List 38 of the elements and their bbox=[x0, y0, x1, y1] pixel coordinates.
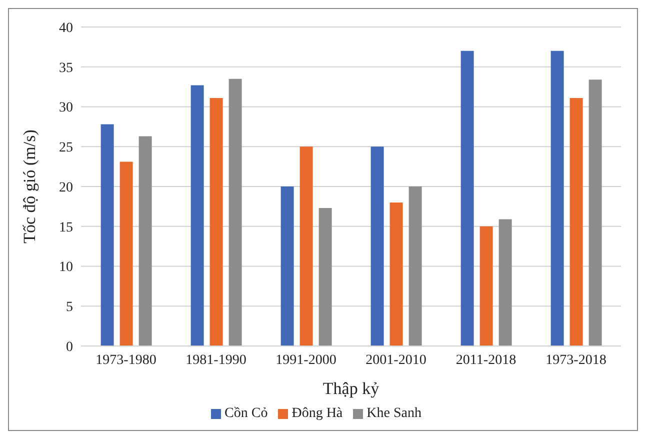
bar bbox=[280, 186, 294, 346]
bar bbox=[120, 162, 133, 346]
y-tick-label: 25 bbox=[59, 140, 73, 156]
x-tick-label: 2011-2018 bbox=[456, 352, 516, 368]
y-tick-label: 20 bbox=[59, 180, 73, 196]
bar bbox=[228, 78, 242, 346]
bar bbox=[550, 50, 564, 346]
y-tick-label: 10 bbox=[59, 260, 73, 276]
y-tick-label: 30 bbox=[59, 100, 73, 116]
bar bbox=[318, 208, 332, 346]
bar bbox=[138, 136, 152, 346]
x-tick-label: 1981-1990 bbox=[186, 352, 246, 368]
legend-label: Đông Hà bbox=[292, 406, 343, 421]
x-tick-label: 1991-2000 bbox=[276, 352, 336, 368]
legend-label: Khe Sanh bbox=[366, 406, 422, 421]
bar bbox=[408, 186, 422, 346]
x-axis-title: Thập kỷ bbox=[322, 379, 380, 398]
bar bbox=[480, 226, 493, 346]
legend-label: Cồn Cỏ bbox=[224, 406, 268, 421]
y-tick-label: 5 bbox=[66, 300, 73, 316]
x-tick-label: 1973-2018 bbox=[546, 352, 606, 368]
x-tick-label: 1973-1980 bbox=[96, 352, 156, 368]
y-tick-label: 15 bbox=[59, 220, 73, 236]
x-tick-label: 2001-2010 bbox=[366, 352, 426, 368]
bar bbox=[588, 80, 602, 346]
bar bbox=[100, 124, 114, 346]
bar bbox=[370, 146, 384, 346]
bar bbox=[570, 98, 583, 346]
bar bbox=[498, 219, 512, 346]
bar bbox=[390, 202, 403, 346]
y-tick-label: 0 bbox=[66, 340, 73, 355]
y-axis-title: Tốc độ gió (m/s) bbox=[20, 130, 40, 244]
bar bbox=[460, 50, 474, 346]
bar bbox=[190, 85, 204, 346]
bar bbox=[300, 146, 313, 346]
bar bbox=[210, 98, 223, 346]
y-tick-label: 35 bbox=[59, 60, 73, 76]
y-tick-label: 40 bbox=[59, 20, 73, 36]
